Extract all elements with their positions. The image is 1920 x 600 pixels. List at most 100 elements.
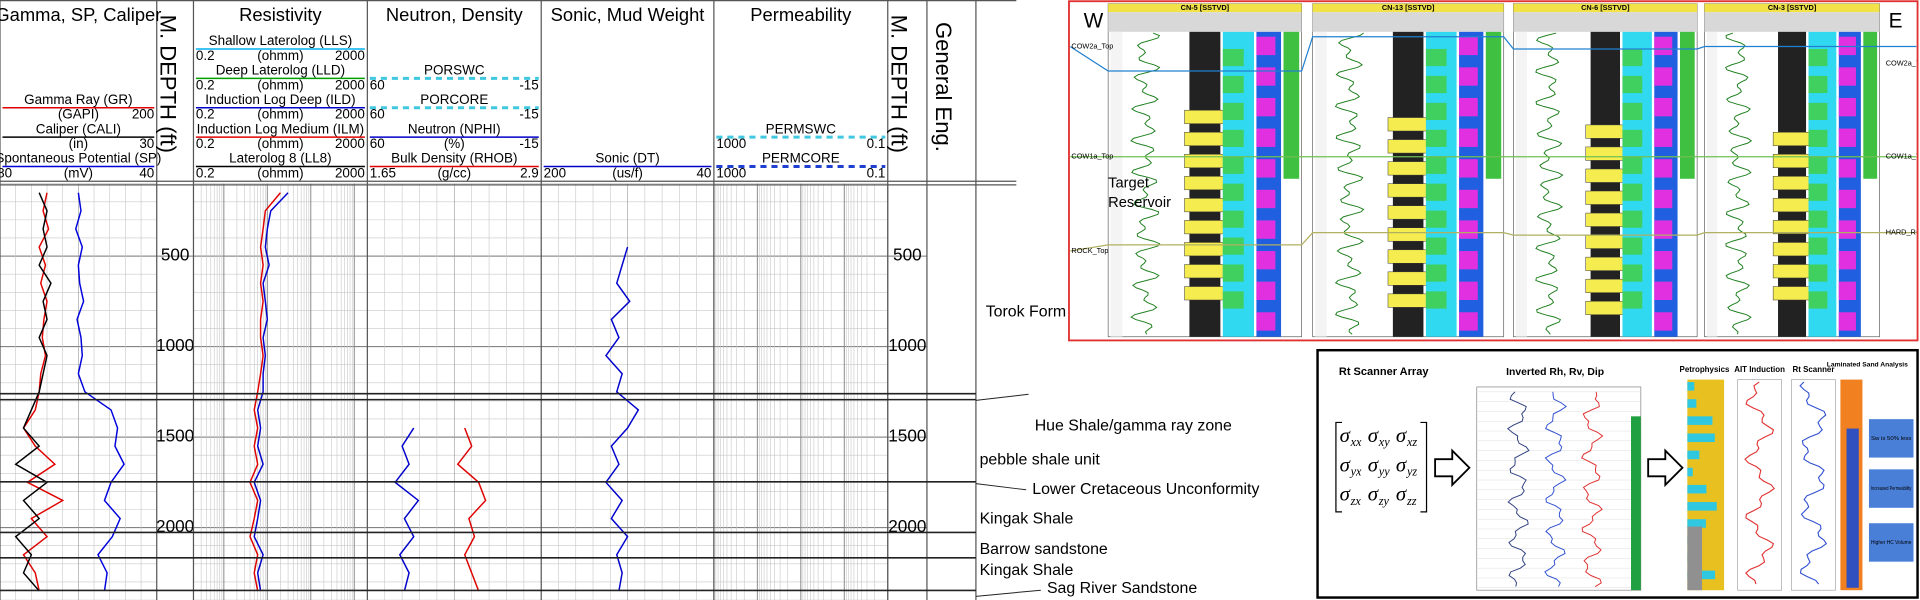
sand-bed — [1184, 264, 1226, 279]
top-label: COW2a_Top — [1886, 59, 1920, 68]
sand-bed — [1585, 300, 1626, 315]
curve-scale-label: 0.1 — [867, 165, 886, 180]
perm-fill — [1459, 36, 1478, 56]
depth-tick-label: 1000 — [888, 335, 926, 355]
sand-bed — [1772, 264, 1812, 279]
perm-fill — [1256, 251, 1276, 270]
panel-title: Inverted Rh, Rv, Dip — [1506, 367, 1604, 378]
annotation: Reservoir — [1108, 195, 1171, 211]
cross-section: W E CN-5 [SSTVD] CN-13 [SSTVD] CN-6 [SSTVD] C… — [1068, 0, 1920, 342]
sand-bed — [1184, 286, 1226, 301]
porosity-fill — [1222, 129, 1244, 147]
sigma-subscript: yy — [1377, 464, 1390, 478]
perm-fill — [1838, 97, 1856, 117]
sand-bed — [1585, 212, 1626, 227]
sigma: σ — [1396, 452, 1407, 476]
perm-fill — [1459, 97, 1478, 117]
log-curve — [394, 427, 420, 592]
well-subheader — [1704, 12, 1880, 32]
petro-fill — [1687, 502, 1717, 511]
formation-label: Hue Shale/gamma ray zone — [1035, 417, 1232, 434]
perm-fill — [1459, 189, 1478, 209]
curve-name: Caliper (CALI) — [36, 121, 121, 136]
curve-unit: (ohmm) — [257, 107, 303, 122]
perm-fill — [1654, 312, 1673, 331]
porosity-fill — [1808, 264, 1828, 282]
curve-name: Neutron (NPHI) — [408, 121, 501, 136]
sigma-subscript: zz — [1406, 494, 1417, 508]
panel-title: Petrophysics — [1680, 365, 1730, 374]
curve-scale-label: 60 — [370, 77, 385, 92]
petro-fill — [1687, 382, 1695, 391]
inversion-band — [1631, 416, 1641, 591]
well-subheader — [1108, 12, 1302, 32]
porosity-fill — [1222, 291, 1244, 309]
curve-scale-label: 2.9 — [520, 165, 539, 180]
arrow — [1647, 448, 1684, 488]
petro-fill — [1687, 519, 1706, 528]
top-label: COW1a_Top — [1071, 152, 1113, 161]
sigma: σ — [1368, 423, 1379, 447]
porosity-fill — [1425, 129, 1447, 147]
well-subheader — [1513, 12, 1698, 32]
curve-unit: (mV) — [64, 165, 93, 180]
perm-fill — [1256, 312, 1276, 331]
callout-box — [1868, 418, 1915, 459]
sigma-subscript: zx — [1350, 494, 1362, 508]
gr-curve — [1725, 32, 1753, 335]
curve-scale-label: 0.2 — [196, 48, 215, 63]
porosity-fill — [1808, 183, 1828, 201]
track-title: Resistivity — [239, 4, 322, 25]
perm-fill — [1654, 36, 1673, 56]
depth-column — [1315, 31, 1327, 337]
callout-text: Sw is 50% less — [1871, 436, 1912, 442]
east-label: E — [1889, 10, 1903, 33]
depth-tick-label: 2000 — [156, 516, 194, 536]
curve-scale-label: 60 — [370, 136, 385, 151]
perm-fill — [1654, 251, 1673, 270]
perm-fill — [1838, 128, 1856, 147]
correlation-line — [1070, 232, 1917, 252]
depth-column — [1706, 31, 1718, 337]
curve-scale-label: 2000 — [335, 136, 365, 151]
curve-name: Induction Log Medium (ILM) — [197, 121, 365, 136]
sigma-subscript: xy — [1378, 435, 1390, 449]
perm-fill — [1459, 220, 1478, 239]
log-trace — [1799, 381, 1828, 585]
sigma: σ — [1340, 423, 1351, 447]
curve-name: PERMSWC — [766, 121, 837, 136]
perm-fill — [1256, 36, 1276, 56]
callout-box — [1868, 468, 1915, 509]
curve-scale-label: 40 — [139, 165, 154, 180]
sand-bed — [1387, 183, 1429, 198]
perm-fill — [1256, 220, 1276, 239]
porosity-fill — [1425, 291, 1447, 309]
formation-label: Kingak Shale — [980, 510, 1074, 527]
perm-fill — [1256, 128, 1276, 147]
perm-fill — [1838, 251, 1856, 270]
sand-bed — [1184, 198, 1226, 213]
formation-label: Lower Cretaceous Unconformity — [1032, 481, 1259, 498]
well-header — [1312, 3, 1504, 13]
log-curve — [14, 192, 52, 592]
porosity-fill — [1425, 210, 1447, 228]
sigma: σ — [1368, 482, 1379, 506]
sw-column — [1283, 31, 1300, 179]
sand-bed — [1585, 168, 1626, 183]
porosity-fill — [1622, 48, 1643, 67]
log-trace — [1744, 381, 1775, 585]
curve-scale-label: 0.1 — [867, 136, 886, 151]
perm-fill — [1459, 281, 1478, 300]
sand-bed — [1585, 146, 1626, 161]
sigma: σ — [1340, 482, 1351, 506]
curve-scale-label: 0.2 — [196, 165, 215, 180]
panel-title: AIT Induction — [1734, 365, 1785, 374]
track-title: Permeability — [750, 4, 852, 25]
callout-box — [1868, 522, 1915, 563]
sigma: σ — [1340, 452, 1351, 476]
perm-fill — [1256, 97, 1276, 117]
depth-tick-label: 500 — [893, 245, 922, 265]
porosity-fill — [1222, 102, 1244, 120]
curve-scale-label: -15 — [519, 107, 538, 122]
